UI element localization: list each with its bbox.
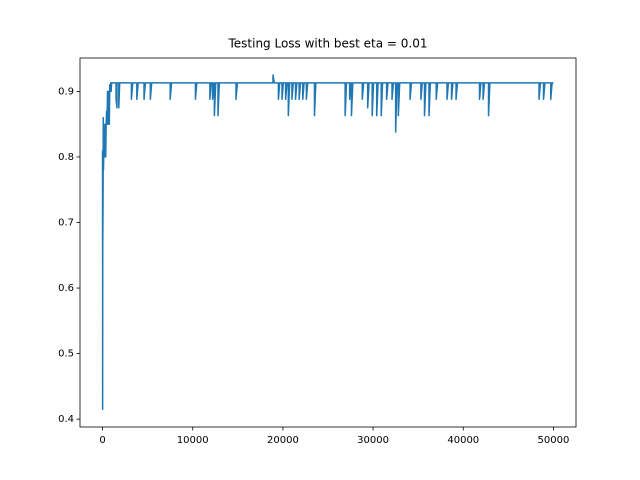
x-tick-label: 40000: [447, 435, 479, 446]
y-tick-label: 0.9: [58, 86, 74, 97]
x-tick-label: 0: [99, 435, 105, 446]
x-tick-label: 10000: [177, 435, 209, 446]
x-tick-label: 30000: [357, 435, 389, 446]
axes-frame: [79, 57, 577, 428]
x-tick-label: 20000: [267, 435, 299, 446]
y-tick-label: 0.7: [58, 218, 74, 229]
y-tick-label: 0.4: [58, 414, 74, 425]
x-tick-label: 50000: [538, 435, 570, 446]
y-tick-label: 0.6: [58, 283, 74, 294]
chart-title: Testing Loss with best eta = 0.01: [227, 37, 427, 51]
y-tick-label: 0.8: [58, 152, 74, 163]
y-tick-label: 0.5: [58, 349, 74, 360]
line: [101, 74, 554, 411]
